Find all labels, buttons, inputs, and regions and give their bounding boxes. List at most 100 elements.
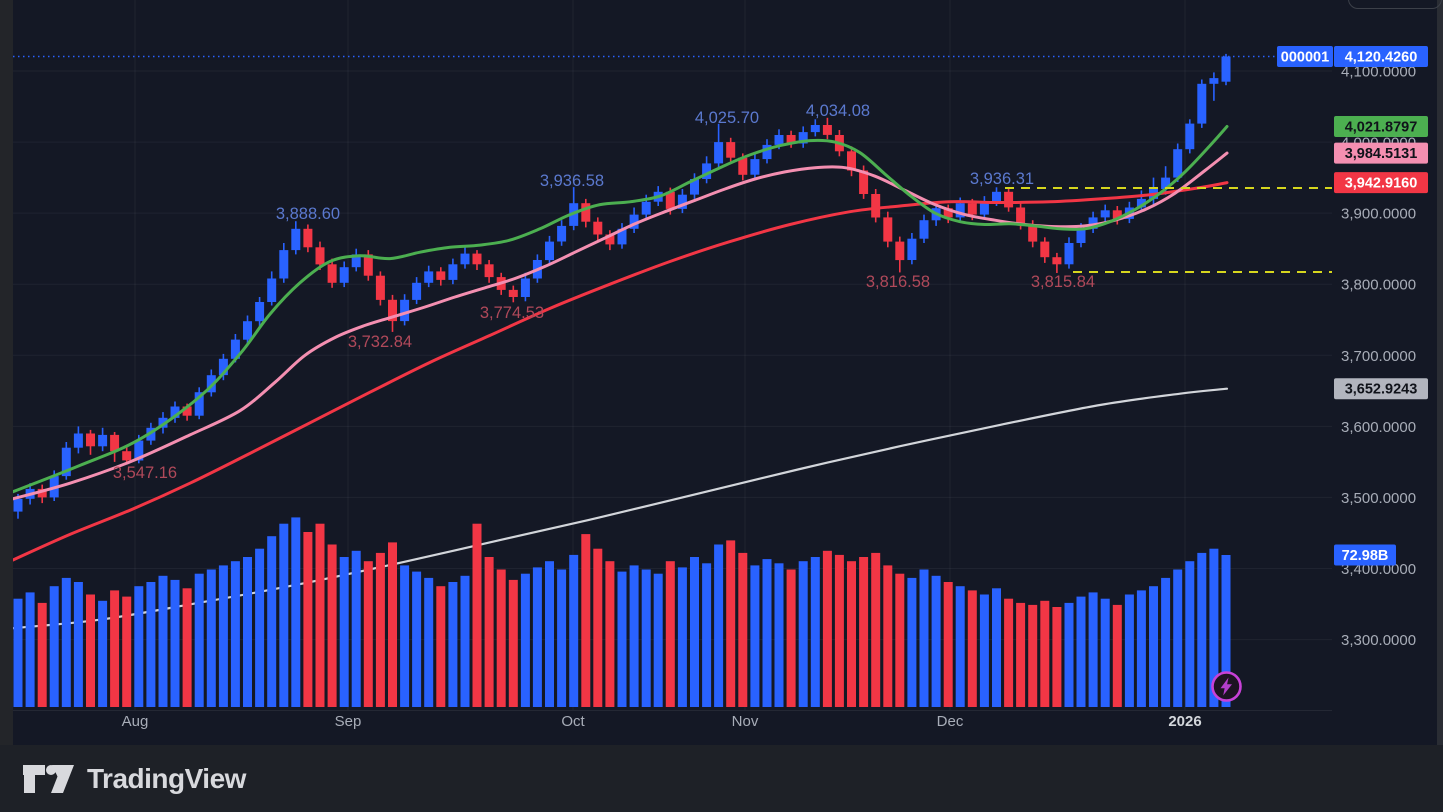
- volume-bar: [786, 569, 796, 707]
- time-axis-label[interactable]: Oct: [561, 713, 585, 730]
- volume-bar: [520, 573, 530, 707]
- candle-body: [315, 247, 325, 265]
- volume-bar: [931, 575, 941, 707]
- volume-bar: [122, 596, 132, 707]
- time-axis-label[interactable]: Aug: [122, 713, 149, 730]
- candles-layer: [13, 53, 1231, 519]
- candle-body: [1197, 83, 1207, 124]
- candle-body: [472, 253, 482, 265]
- candle-body: [267, 278, 277, 302]
- volume-bar: [1112, 604, 1122, 707]
- candle-body: [412, 282, 422, 300]
- candle-body: [690, 179, 699, 195]
- volume-bar: [315, 523, 325, 707]
- candle-body: [1064, 243, 1074, 265]
- candle-body: [508, 289, 518, 297]
- volume-bar: [641, 569, 651, 707]
- volume-bar: [702, 563, 712, 707]
- symbol-label-text: 000001: [1281, 50, 1329, 66]
- swing-low-label: 3,815.84: [1031, 273, 1095, 291]
- volume-bar: [593, 548, 603, 707]
- volume-bar: [822, 550, 832, 707]
- candle-body: [460, 253, 470, 265]
- candle-body: [810, 125, 820, 133]
- volume-bar: [1124, 594, 1134, 707]
- volume-bar: [13, 598, 23, 707]
- candle-body: [424, 271, 434, 283]
- price-axis-tick: 3,900.0000: [1341, 206, 1416, 223]
- volume-bar: [714, 544, 724, 707]
- volume-bar: [508, 579, 518, 707]
- candle-body: [714, 142, 724, 164]
- candle-body: [557, 225, 567, 242]
- toolbar-pill-cutoff[interactable]: [1348, 0, 1442, 9]
- volume-bar: [774, 563, 784, 707]
- candle-body: [1076, 228, 1086, 243]
- ma-slow-red: [11, 181, 1229, 562]
- boost-button[interactable]: [1210, 670, 1243, 703]
- volume-bar: [1004, 598, 1014, 707]
- volume-bar: [255, 548, 265, 707]
- volume-bar: [170, 579, 180, 707]
- time-axis-label[interactable]: Nov: [732, 713, 759, 730]
- volume-bar: [1173, 569, 1183, 707]
- volume-bar: [243, 557, 252, 707]
- volume-bar: [665, 561, 675, 707]
- volume-bar: [412, 571, 422, 707]
- candle-body: [327, 264, 337, 283]
- volume-bar: [98, 600, 108, 707]
- candle-body: [1028, 224, 1038, 242]
- candle-body: [883, 217, 893, 242]
- time-axis-label[interactable]: Dec: [937, 713, 964, 730]
- volume-bar: [1161, 577, 1171, 707]
- candle-body: [605, 234, 615, 245]
- price-scale-edge[interactable]: [1437, 0, 1443, 745]
- ma-mid-pink-value-label-bg: [1334, 142, 1428, 164]
- last-price-label: 4,120.4260: [1334, 46, 1428, 67]
- volume-bar: [182, 588, 192, 707]
- candle-body: [339, 267, 349, 283]
- volume-bar: [617, 571, 627, 707]
- footer: TradingView: [0, 745, 1443, 812]
- volume-bar: [37, 602, 47, 707]
- candle-body: [351, 254, 361, 268]
- last-price-label-text: 4,120.4260: [1345, 50, 1418, 66]
- candle-body: [37, 488, 47, 498]
- volume-bar: [388, 542, 397, 707]
- volume-bar: [1136, 590, 1146, 707]
- candle-body: [919, 220, 929, 239]
- time-axis-label[interactable]: Sep: [335, 713, 362, 730]
- volume-bar: [605, 561, 615, 707]
- price-chart[interactable]: 3,888.60 3,936.58 4,025.70 4,034.08 3,936.31…: [0, 0, 1443, 745]
- candle-body: [581, 203, 591, 222]
- price-axis-tick: 3,300.0000: [1341, 632, 1416, 649]
- candle-body: [291, 228, 301, 251]
- volume-bar: [979, 594, 989, 707]
- volume-bar: [1016, 602, 1026, 707]
- candle-body: [774, 135, 784, 145]
- time-axis: Aug Sep Oct Nov Dec 2026: [122, 713, 1202, 730]
- volume-bar: [279, 523, 289, 707]
- candle-body: [943, 208, 953, 218]
- time-axis-label[interactable]: 2026: [1168, 713, 1201, 730]
- tradingview-logo[interactable]: TradingView: [23, 763, 246, 795]
- volume-bar: [690, 557, 699, 707]
- candle-body: [859, 170, 869, 194]
- candle-body: [448, 264, 458, 280]
- ma-lines-layer: [11, 125, 1229, 562]
- swing-low-label: 3,732.84: [348, 333, 412, 351]
- volume-bar: [110, 590, 120, 707]
- candle-body: [206, 375, 216, 393]
- candle-body: [1221, 56, 1231, 82]
- candle-body: [641, 201, 651, 215]
- candle-body: [1112, 210, 1122, 219]
- candle-body: [798, 132, 808, 144]
- volume-bar: [134, 586, 144, 707]
- volume-bar: [738, 552, 748, 707]
- candle-body: [786, 135, 796, 144]
- ma-fast-green: [11, 125, 1229, 494]
- volume-value-label-bg: [1334, 544, 1396, 566]
- volume-bar: [351, 550, 361, 707]
- volume-bar: [472, 523, 482, 707]
- tradingview-mark: [23, 764, 74, 793]
